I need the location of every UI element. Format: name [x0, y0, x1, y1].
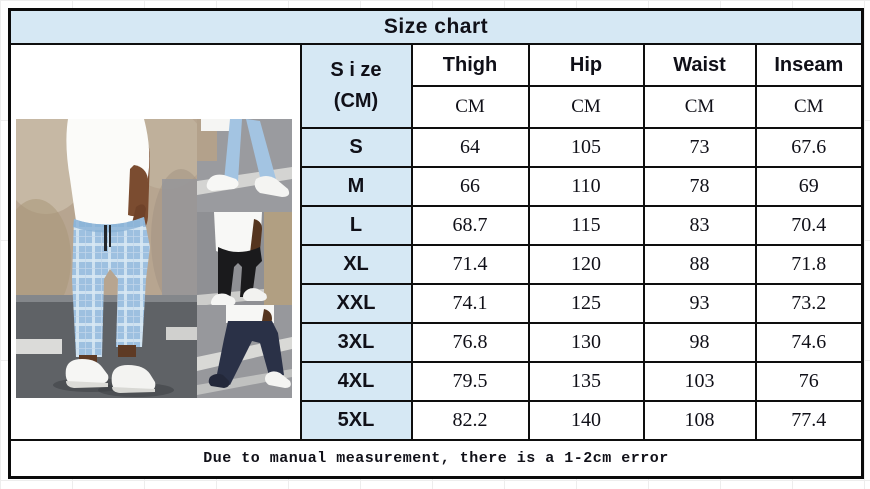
unit-inseam: CM	[754, 85, 864, 129]
hip-value: 110	[527, 166, 645, 207]
size-row-s: S 64 105 73 67.6	[10, 127, 864, 168]
inseam-value: 71.8	[754, 244, 864, 285]
variant-thumb-navy	[197, 304, 292, 398]
thigh-value: 79.5	[410, 361, 530, 402]
col-header-hip: Hip	[527, 43, 645, 87]
size-chart-table: Size chart	[8, 8, 865, 479]
size-label: M	[299, 166, 413, 207]
inseam-value: 70.4	[754, 205, 864, 246]
thigh-value: 64	[410, 127, 530, 168]
size-row-5xl: 5XL 82.2 140 108 77.4	[10, 400, 864, 441]
waist-value: 98	[642, 322, 757, 363]
size-label: 3XL	[299, 322, 413, 363]
product-photo	[16, 118, 292, 398]
waist-value: 88	[642, 244, 757, 285]
unit-hip: CM	[527, 85, 645, 129]
hip-value: 105	[527, 127, 645, 168]
product-photo-cell	[8, 43, 302, 441]
hip-value: 120	[527, 244, 645, 285]
waist-value: 93	[642, 283, 757, 324]
unit-waist: CM	[642, 85, 757, 129]
thigh-value: 71.4	[410, 244, 530, 285]
size-row-m: M 66 110 78 69	[10, 166, 864, 207]
size-label: XL	[299, 244, 413, 285]
inseam-value: 67.6	[754, 127, 864, 168]
size-label: XXL	[299, 283, 413, 324]
size-label: 5XL	[299, 400, 413, 441]
variant-thumb-lightblue	[197, 118, 292, 212]
note-row: Due to manual measurement, there is a 1-…	[8, 439, 864, 479]
waist-value: 83	[642, 205, 757, 246]
col-header-waist: Waist	[642, 43, 757, 87]
title-row: Size chart	[8, 8, 864, 45]
inseam-value: 74.6	[754, 322, 864, 363]
thigh-value: 82.2	[410, 400, 530, 441]
variant-thumb-black	[197, 211, 292, 307]
thigh-value: 76.8	[410, 322, 530, 363]
inseam-value: 73.2	[754, 283, 864, 324]
size-row-xxl: XXL 74.1 125 93 73.2	[10, 283, 864, 324]
unit-thigh: CM	[410, 85, 530, 129]
main-model-image	[16, 118, 211, 398]
size-row-l: L 68.7 115 83 70.4	[10, 205, 864, 246]
col-header-thigh: Thigh	[410, 43, 530, 87]
thigh-value: 74.1	[410, 283, 530, 324]
size-label: 4XL	[299, 361, 413, 402]
thigh-value: 66	[410, 166, 530, 207]
waist-value: 78	[642, 166, 757, 207]
waist-value: 103	[642, 361, 757, 402]
header-row: S i ze (CM) Thigh Hip Waist Inseam	[8, 43, 864, 441]
inseam-value: 69	[754, 166, 864, 207]
waist-value: 108	[642, 400, 757, 441]
hip-value: 140	[527, 400, 645, 441]
hip-value: 125	[527, 283, 645, 324]
size-label: L	[299, 205, 413, 246]
hip-value: 130	[527, 322, 645, 363]
size-row-4xl: 4XL 79.5 135 103 76	[10, 361, 864, 402]
size-row-xl: XL 71.4 120 88 71.8	[10, 244, 864, 285]
inseam-value: 76	[754, 361, 864, 402]
hip-value: 115	[527, 205, 645, 246]
size-column-header: S i ze (CM)	[299, 43, 413, 129]
unit-row: CM CM CM CM	[10, 85, 864, 129]
thigh-value: 68.7	[410, 205, 530, 246]
waist-value: 73	[642, 127, 757, 168]
size-label: S	[299, 127, 413, 168]
col-header-inseam: Inseam	[754, 43, 864, 87]
size-header-text: S i ze	[330, 59, 382, 81]
hip-value: 135	[527, 361, 645, 402]
inseam-value: 77.4	[754, 400, 864, 441]
measurement-note: Due to manual measurement, there is a 1-…	[8, 439, 864, 479]
size-header-unit: (CM)	[333, 90, 379, 112]
page-title: Size chart	[8, 8, 864, 45]
size-row-3xl: 3XL 76.8 130 98 74.6	[10, 322, 864, 363]
